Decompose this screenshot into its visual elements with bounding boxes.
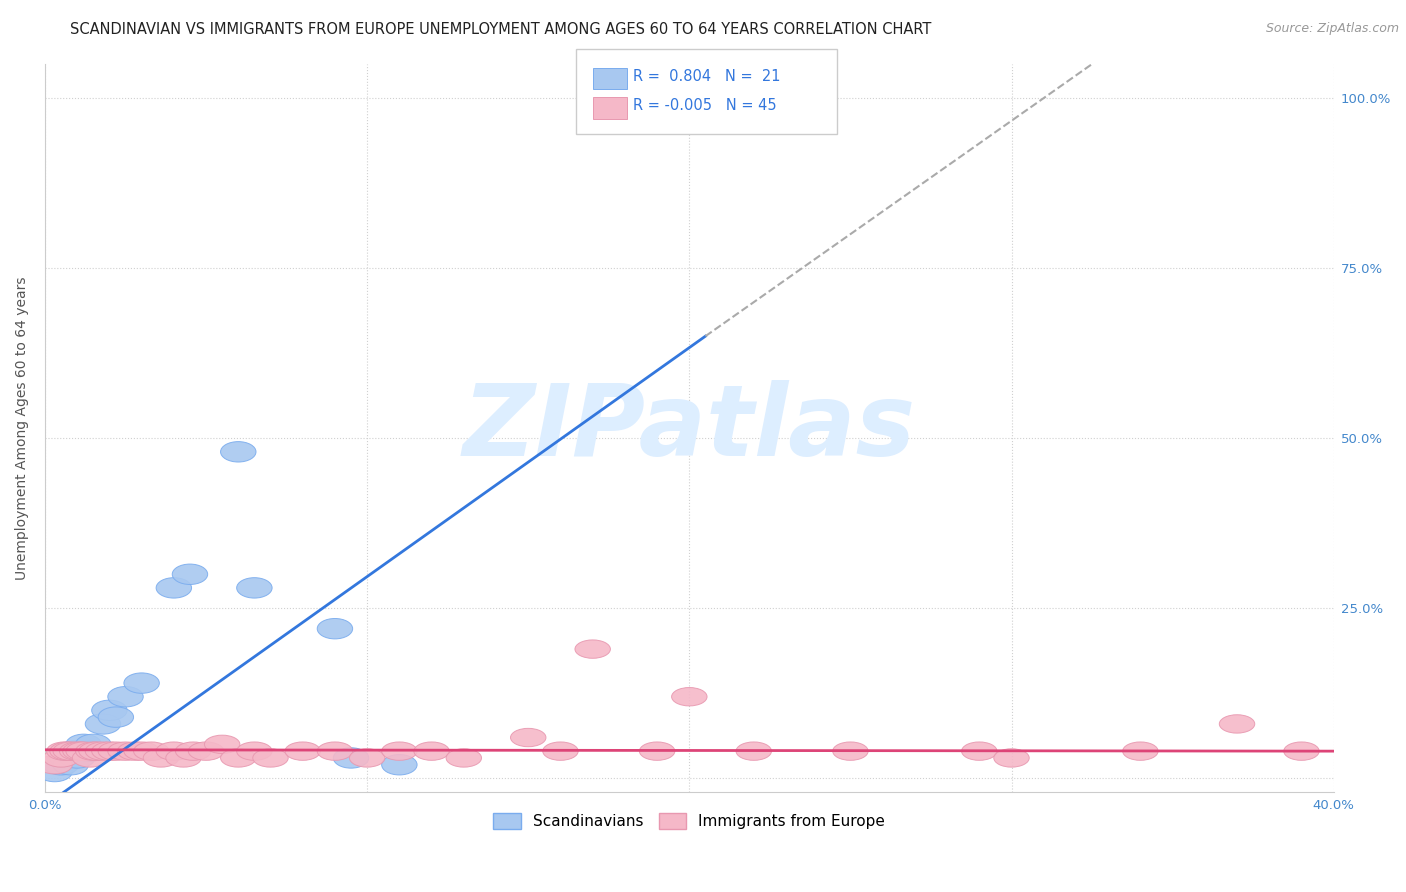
Ellipse shape xyxy=(672,688,707,706)
Ellipse shape xyxy=(510,729,546,747)
Ellipse shape xyxy=(63,742,98,760)
Ellipse shape xyxy=(204,735,240,754)
Ellipse shape xyxy=(72,741,108,762)
Ellipse shape xyxy=(53,755,89,775)
Ellipse shape xyxy=(86,742,121,760)
Ellipse shape xyxy=(98,742,134,760)
Ellipse shape xyxy=(37,762,72,781)
Ellipse shape xyxy=(221,442,256,462)
Ellipse shape xyxy=(640,742,675,760)
Ellipse shape xyxy=(285,742,321,760)
Ellipse shape xyxy=(44,748,79,767)
Ellipse shape xyxy=(236,578,273,598)
Text: R =  0.804   N =  21: R = 0.804 N = 21 xyxy=(633,69,780,84)
Ellipse shape xyxy=(44,755,79,775)
Y-axis label: Unemployment Among Ages 60 to 64 years: Unemployment Among Ages 60 to 64 years xyxy=(15,277,30,580)
Ellipse shape xyxy=(188,742,224,760)
Ellipse shape xyxy=(124,673,159,693)
Ellipse shape xyxy=(381,755,418,775)
Ellipse shape xyxy=(108,742,143,760)
Ellipse shape xyxy=(98,707,134,727)
Ellipse shape xyxy=(1219,714,1254,733)
Ellipse shape xyxy=(53,742,89,760)
Ellipse shape xyxy=(49,747,86,768)
Ellipse shape xyxy=(318,742,353,760)
Ellipse shape xyxy=(76,742,111,760)
Ellipse shape xyxy=(124,742,159,760)
Ellipse shape xyxy=(76,734,111,755)
Ellipse shape xyxy=(66,734,101,755)
Ellipse shape xyxy=(446,748,481,767)
Ellipse shape xyxy=(236,742,273,760)
Ellipse shape xyxy=(134,742,169,760)
Ellipse shape xyxy=(108,687,143,707)
Ellipse shape xyxy=(962,742,997,760)
Ellipse shape xyxy=(318,618,353,639)
Ellipse shape xyxy=(1284,742,1319,760)
Text: SCANDINAVIAN VS IMMIGRANTS FROM EUROPE UNEMPLOYMENT AMONG AGES 60 TO 64 YEARS CO: SCANDINAVIAN VS IMMIGRANTS FROM EUROPE U… xyxy=(70,22,932,37)
Ellipse shape xyxy=(86,714,121,734)
Ellipse shape xyxy=(118,742,153,760)
Ellipse shape xyxy=(176,742,211,760)
Ellipse shape xyxy=(221,748,256,767)
Ellipse shape xyxy=(994,748,1029,767)
Ellipse shape xyxy=(333,747,368,768)
Ellipse shape xyxy=(91,742,127,760)
Ellipse shape xyxy=(413,742,450,760)
Ellipse shape xyxy=(46,742,82,760)
Ellipse shape xyxy=(737,742,772,760)
Ellipse shape xyxy=(59,742,96,760)
Text: Source: ZipAtlas.com: Source: ZipAtlas.com xyxy=(1265,22,1399,36)
Text: ZIPatlas: ZIPatlas xyxy=(463,379,915,476)
Ellipse shape xyxy=(56,741,91,762)
Ellipse shape xyxy=(156,578,191,598)
Ellipse shape xyxy=(543,742,578,760)
Ellipse shape xyxy=(253,748,288,767)
Ellipse shape xyxy=(156,742,191,760)
Ellipse shape xyxy=(381,742,418,760)
Ellipse shape xyxy=(72,748,108,767)
Ellipse shape xyxy=(1122,742,1159,760)
Text: R = -0.005   N = 45: R = -0.005 N = 45 xyxy=(633,98,776,113)
Ellipse shape xyxy=(172,564,208,584)
Ellipse shape xyxy=(59,747,96,768)
Ellipse shape xyxy=(91,700,127,721)
Ellipse shape xyxy=(79,742,114,760)
Ellipse shape xyxy=(832,742,868,760)
Ellipse shape xyxy=(49,742,86,760)
Ellipse shape xyxy=(37,756,72,774)
Ellipse shape xyxy=(350,748,385,767)
Legend: Scandinavians, Immigrants from Europe: Scandinavians, Immigrants from Europe xyxy=(486,807,891,835)
Ellipse shape xyxy=(166,748,201,767)
Ellipse shape xyxy=(143,748,179,767)
Ellipse shape xyxy=(66,742,101,760)
Ellipse shape xyxy=(575,640,610,658)
